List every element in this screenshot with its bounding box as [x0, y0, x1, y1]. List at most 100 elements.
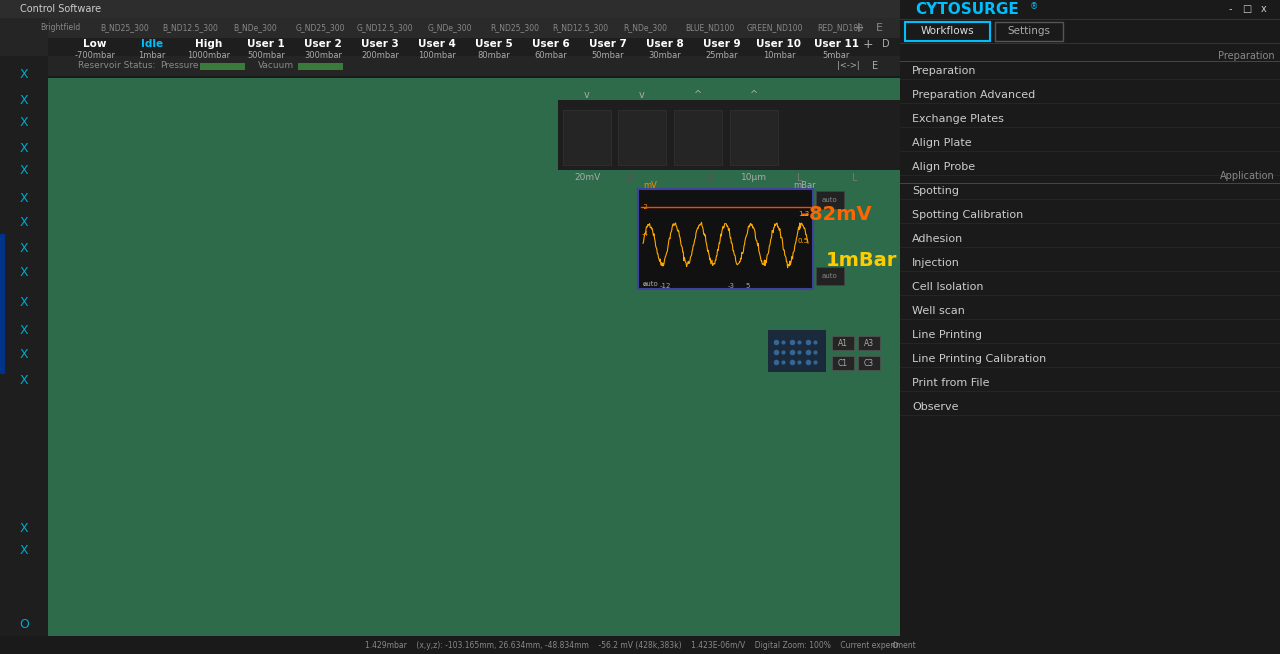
- Text: Pressure: Pressure: [160, 61, 198, 71]
- Text: E: E: [872, 61, 878, 71]
- Text: G_ND25_300: G_ND25_300: [296, 24, 344, 33]
- Text: Injection: Injection: [911, 258, 960, 268]
- Text: auto: auto: [822, 197, 838, 203]
- Bar: [900, 151, 1280, 152]
- Text: X: X: [19, 94, 28, 107]
- Text: D: D: [882, 39, 890, 49]
- Bar: [900, 127, 1280, 128]
- Text: ^: ^: [694, 90, 701, 100]
- Bar: [200, 63, 244, 70]
- Text: L: L: [852, 173, 858, 183]
- Bar: [730, 110, 778, 165]
- Text: Align Probe: Align Probe: [911, 162, 975, 172]
- Text: 30mbar: 30mbar: [649, 52, 681, 61]
- Bar: [0, 636, 1280, 654]
- Bar: [675, 110, 722, 165]
- Bar: [900, 103, 1280, 104]
- Bar: [637, 189, 813, 289]
- Text: |<->|: |<->|: [837, 61, 859, 71]
- Text: Low: Low: [83, 39, 106, 49]
- Text: L: L: [797, 173, 803, 183]
- Text: User 2: User 2: [305, 39, 342, 49]
- Text: User 4: User 4: [419, 39, 456, 49]
- Text: User 5: User 5: [475, 39, 513, 49]
- Text: User 9: User 9: [703, 39, 741, 49]
- Bar: [49, 78, 900, 636]
- Bar: [858, 336, 881, 350]
- Bar: [832, 356, 854, 370]
- Text: -700mbar: -700mbar: [74, 52, 115, 61]
- Text: Line Printing Calibration: Line Printing Calibration: [911, 354, 1046, 364]
- Text: A1: A1: [838, 339, 849, 347]
- Bar: [858, 356, 881, 370]
- Text: BLUE_ND100: BLUE_ND100: [685, 24, 735, 33]
- Bar: [900, 43, 1280, 44]
- Text: 60mbar: 60mbar: [535, 52, 567, 61]
- Text: X: X: [19, 521, 28, 534]
- Text: 5mbar: 5mbar: [822, 52, 850, 61]
- Text: 50mbar: 50mbar: [591, 52, 625, 61]
- Text: Brightfield: Brightfield: [40, 24, 81, 33]
- Text: Application: Application: [1220, 171, 1275, 181]
- Bar: [905, 40, 989, 42]
- Text: User 1: User 1: [247, 39, 285, 49]
- Bar: [900, 61, 1280, 62]
- Text: Print from File: Print from File: [911, 378, 989, 388]
- Text: Spotting Calibration: Spotting Calibration: [911, 210, 1023, 220]
- Text: Well scan: Well scan: [911, 306, 965, 316]
- Text: User 8: User 8: [646, 39, 684, 49]
- Text: C3: C3: [864, 358, 874, 368]
- Bar: [563, 110, 611, 165]
- Text: GREEN_ND100: GREEN_ND100: [746, 24, 804, 33]
- Text: User 7: User 7: [589, 39, 627, 49]
- Bar: [900, 391, 1280, 392]
- Text: mV: mV: [643, 181, 657, 190]
- Text: mBar: mBar: [794, 181, 815, 190]
- Bar: [817, 191, 844, 209]
- Text: X: X: [19, 543, 28, 557]
- Text: 80mbar: 80mbar: [477, 52, 511, 61]
- Text: Preparation: Preparation: [911, 66, 977, 76]
- Text: X: X: [19, 116, 28, 128]
- Text: Workflows: Workflows: [920, 26, 974, 36]
- Bar: [832, 336, 854, 350]
- Text: User 11: User 11: [814, 39, 859, 49]
- Text: 10mbar: 10mbar: [763, 52, 795, 61]
- Bar: [0, 38, 49, 636]
- Bar: [900, 19, 1280, 20]
- Bar: [49, 18, 900, 38]
- Text: Align Plate: Align Plate: [911, 138, 972, 148]
- Text: +: +: [863, 37, 873, 50]
- Text: □: □: [1243, 4, 1252, 14]
- Bar: [900, 319, 1280, 320]
- Text: +: +: [852, 21, 864, 35]
- Text: C1: C1: [838, 358, 849, 368]
- Bar: [558, 100, 900, 170]
- Text: Observe: Observe: [911, 402, 959, 412]
- Text: ^: ^: [750, 90, 758, 100]
- Text: -12: -12: [660, 283, 672, 289]
- Text: A3: A3: [864, 339, 874, 347]
- Bar: [995, 22, 1062, 41]
- Text: B_ND12.5_300: B_ND12.5_300: [163, 24, 218, 33]
- Text: RED_ND100: RED_ND100: [817, 24, 863, 33]
- Text: Preparation Advanced: Preparation Advanced: [911, 90, 1036, 100]
- Text: -3: -3: [728, 283, 735, 289]
- Bar: [0, 0, 1280, 18]
- Bar: [900, 367, 1280, 368]
- Text: -82mV: -82mV: [801, 205, 872, 224]
- Text: Vacuum: Vacuum: [259, 61, 294, 71]
- Bar: [49, 38, 900, 56]
- Bar: [0, 18, 900, 38]
- Bar: [0, 234, 5, 374]
- Text: G_NDe_300: G_NDe_300: [428, 24, 472, 33]
- Text: X: X: [19, 192, 28, 205]
- Bar: [900, 175, 1280, 176]
- Bar: [817, 267, 844, 285]
- Text: -2: -2: [643, 204, 649, 210]
- Text: v: v: [643, 282, 646, 287]
- Text: -4: -4: [643, 231, 649, 237]
- Text: 1mBar: 1mBar: [827, 252, 897, 271]
- Text: Adhesion: Adhesion: [911, 234, 964, 244]
- Text: X: X: [19, 324, 28, 337]
